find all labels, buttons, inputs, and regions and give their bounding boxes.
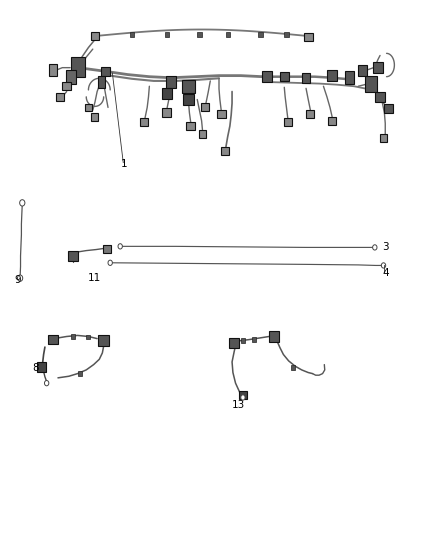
Text: 11: 11 <box>88 273 101 283</box>
Bar <box>162 88 172 99</box>
Bar <box>71 334 75 339</box>
Bar <box>166 76 177 88</box>
Bar <box>239 391 247 399</box>
Bar <box>66 70 76 84</box>
Bar <box>68 251 78 261</box>
Bar <box>230 338 239 348</box>
Bar <box>103 245 111 253</box>
Bar <box>307 110 314 118</box>
Bar <box>327 70 337 82</box>
Bar <box>85 104 92 111</box>
Bar <box>183 94 194 106</box>
Circle shape <box>241 395 245 400</box>
Bar <box>302 73 311 83</box>
Bar <box>345 71 354 84</box>
Bar <box>165 32 169 37</box>
Bar <box>217 110 226 118</box>
Bar <box>328 117 336 125</box>
Bar <box>92 114 99 120</box>
Bar <box>380 134 387 142</box>
Bar <box>385 104 393 114</box>
Bar <box>62 82 71 91</box>
Bar <box>78 371 82 376</box>
Bar <box>284 32 289 37</box>
Bar <box>162 109 171 117</box>
Bar <box>269 330 279 342</box>
Circle shape <box>381 263 386 268</box>
Bar <box>91 31 99 40</box>
Bar <box>71 56 85 77</box>
Bar <box>262 71 272 82</box>
Circle shape <box>18 275 23 281</box>
Circle shape <box>373 245 377 250</box>
Bar <box>280 72 289 82</box>
Circle shape <box>45 381 49 386</box>
Text: 9: 9 <box>14 275 21 285</box>
Bar <box>102 67 110 76</box>
Text: 4: 4 <box>382 268 389 278</box>
Bar <box>56 93 64 101</box>
Bar <box>241 338 245 343</box>
Bar <box>365 76 378 92</box>
Bar <box>373 62 383 73</box>
Bar <box>358 65 367 76</box>
Bar <box>226 32 230 37</box>
Bar <box>48 335 57 344</box>
Bar <box>98 76 106 88</box>
Bar <box>197 32 201 37</box>
Text: 13: 13 <box>232 400 245 410</box>
Bar <box>37 362 46 372</box>
Circle shape <box>20 200 25 206</box>
Text: 1: 1 <box>121 159 128 168</box>
Bar <box>252 337 256 342</box>
Circle shape <box>118 244 122 249</box>
Bar <box>140 118 148 126</box>
Bar <box>130 32 134 37</box>
Bar <box>49 64 57 76</box>
Bar <box>284 118 292 126</box>
Bar <box>291 365 295 369</box>
Text: 8: 8 <box>33 364 39 373</box>
Bar <box>99 335 109 346</box>
Circle shape <box>108 260 113 265</box>
Bar <box>186 122 195 130</box>
Bar <box>198 130 206 138</box>
Bar <box>221 147 230 155</box>
Bar <box>375 92 385 102</box>
Bar <box>183 80 194 93</box>
Bar <box>258 32 262 37</box>
Bar <box>86 335 90 340</box>
Bar <box>201 103 209 111</box>
Text: 3: 3 <box>382 243 389 253</box>
Bar <box>304 33 313 41</box>
